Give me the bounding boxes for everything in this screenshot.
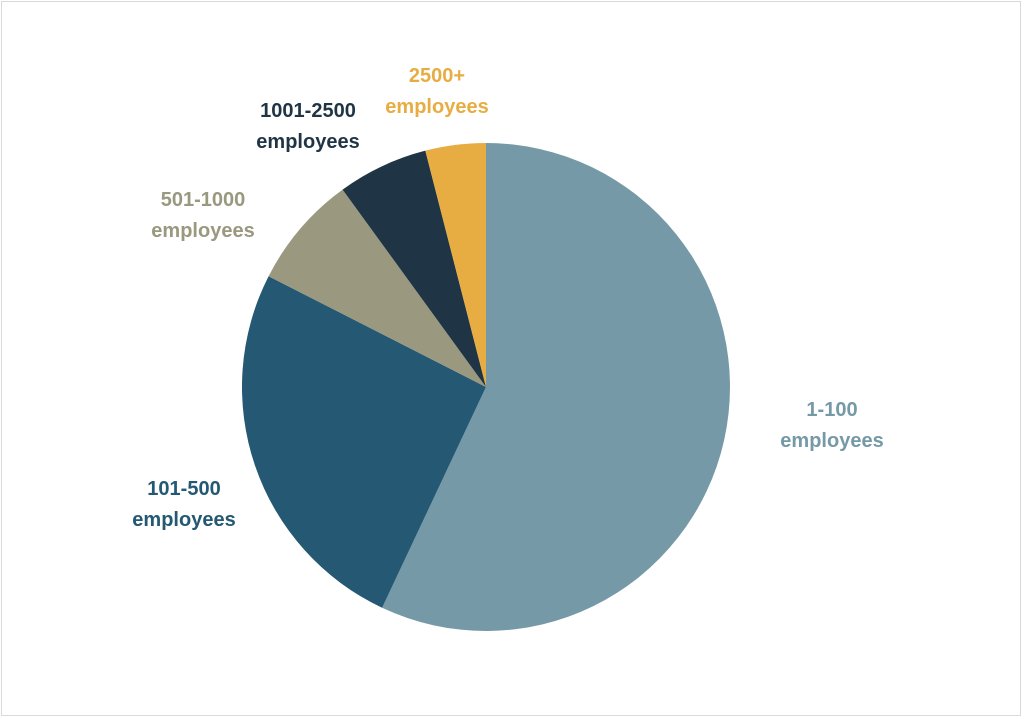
slice-label-1001-2500: 1001-2500 employees (256, 100, 359, 153)
slice-label-range: 2500+ (409, 65, 465, 87)
slice-label-unit: employees (151, 220, 254, 242)
slice-label-101-500: 101-500 employees (132, 478, 235, 531)
slice-label-range: 1001-2500 (260, 100, 356, 122)
slice-label-range: 101-500 (147, 478, 220, 500)
slice-label-501-1000: 501-1000 employees (151, 189, 254, 242)
slice-label-range: 501-1000 (161, 189, 246, 211)
slice-label-unit: employees (780, 430, 883, 452)
pie-slice-2500 (425, 143, 486, 387)
slice-label-2500: 2500+ employees (385, 65, 488, 118)
pie-slice-101-500 (241, 276, 486, 608)
slice-label-unit: employees (385, 96, 488, 118)
slice-label-range: 1-100 (806, 399, 857, 421)
pie-slice-1001-2500 (342, 150, 486, 387)
slice-label-1-100: 1-100 employees (780, 399, 883, 452)
slice-label-unit: employees (132, 509, 235, 531)
pie-slice-1-100 (382, 143, 730, 631)
pie-slice-501-1000 (268, 189, 486, 387)
slice-label-unit: employees (256, 131, 359, 153)
